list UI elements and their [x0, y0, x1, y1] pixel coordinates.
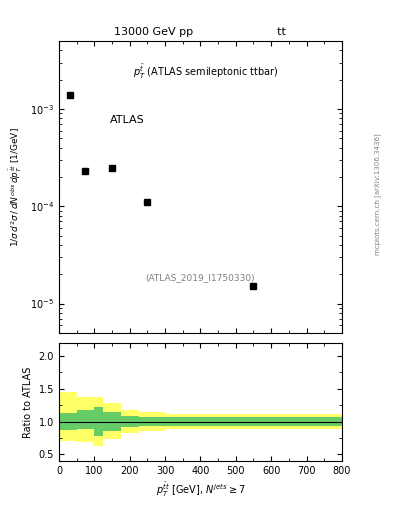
Bar	[165, 414, 342, 430]
Bar	[165, 417, 342, 426]
Text: $p_T^{\bar{t}}$ (ATLAS semileptonic ttbar): $p_T^{\bar{t}}$ (ATLAS semileptonic ttba…	[133, 63, 279, 81]
Bar	[139, 412, 165, 431]
Title: 13000 GeV pp                        tt: 13000 GeV pp tt	[114, 28, 286, 37]
Y-axis label: Ratio to ATLAS: Ratio to ATLAS	[23, 366, 33, 438]
ATLAS	[67, 92, 72, 98]
ATLAS	[110, 164, 114, 170]
Bar	[139, 417, 165, 426]
Text: (ATLAS_2019_I1750330): (ATLAS_2019_I1750330)	[146, 273, 255, 282]
Bar	[121, 416, 139, 427]
Bar	[103, 403, 121, 439]
Text: ATLAS: ATLAS	[110, 115, 145, 125]
Bar	[77, 410, 94, 430]
Bar	[121, 410, 139, 433]
Bar	[59, 392, 77, 441]
Bar	[94, 397, 103, 446]
Bar	[103, 412, 121, 431]
ATLAS	[83, 168, 88, 174]
Text: mcplots.cern.ch [arXiv:1306.3436]: mcplots.cern.ch [arXiv:1306.3436]	[374, 134, 381, 255]
Y-axis label: $1/\sigma\,d^2\sigma\,/\,dN^{obs}\,dp^{\bar{t}t}_T$ [1/GeV]: $1/\sigma\,d^2\sigma\,/\,dN^{obs}\,dp^{\…	[8, 127, 24, 247]
X-axis label: $p^{\bar{t}t}_T$ [GeV], $N^{jets} \geq 7$: $p^{\bar{t}t}_T$ [GeV], $N^{jets} \geq 7…	[156, 481, 245, 499]
ATLAS	[251, 283, 256, 289]
Bar	[59, 413, 77, 430]
ATLAS	[145, 199, 150, 205]
Line: ATLAS: ATLAS	[66, 91, 257, 290]
Bar	[94, 407, 103, 436]
Bar	[77, 397, 94, 442]
